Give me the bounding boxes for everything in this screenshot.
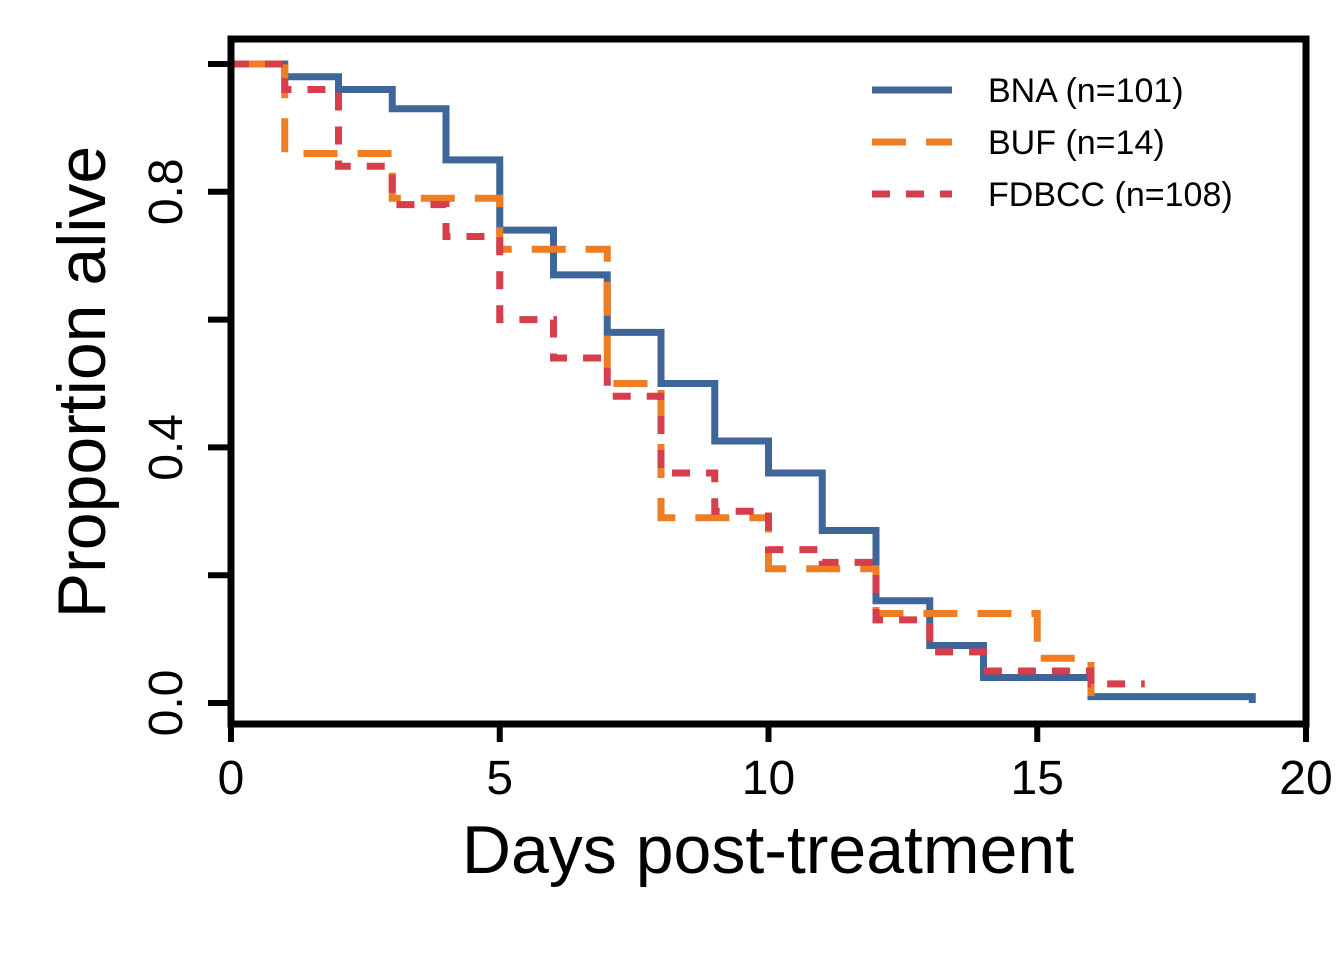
series-line-1	[231, 60, 1256, 703]
x-tick-label: 15	[1011, 752, 1064, 805]
y-tick-label: 0.4	[140, 414, 193, 481]
axis-layer: 0 5 10 15 20 0.0 0.4 0.8	[140, 61, 1333, 805]
y-tick-label: 0.0	[140, 670, 193, 737]
legend-label-1: BNA (n=101)	[988, 72, 1184, 110]
legend-label-3: FDBCC (n=108)	[988, 176, 1233, 214]
series-line-2	[231, 60, 1095, 703]
y-tick-label: 0.8	[140, 158, 193, 225]
legend-label-2: BUF (n=14)	[988, 124, 1165, 162]
y-axis-title: Proportion alive	[44, 146, 120, 618]
x-tick-label: 20	[1279, 752, 1332, 805]
x-tick-label: 5	[486, 752, 513, 805]
legend: BNA (n=101) BUF (n=14) FDBCC (n=108)	[872, 72, 1233, 214]
series-layer	[231, 60, 1256, 703]
x-tick-label: 0	[218, 752, 245, 805]
x-axis-title: Days post-treatment	[462, 812, 1074, 888]
x-tick-label: 10	[742, 752, 795, 805]
